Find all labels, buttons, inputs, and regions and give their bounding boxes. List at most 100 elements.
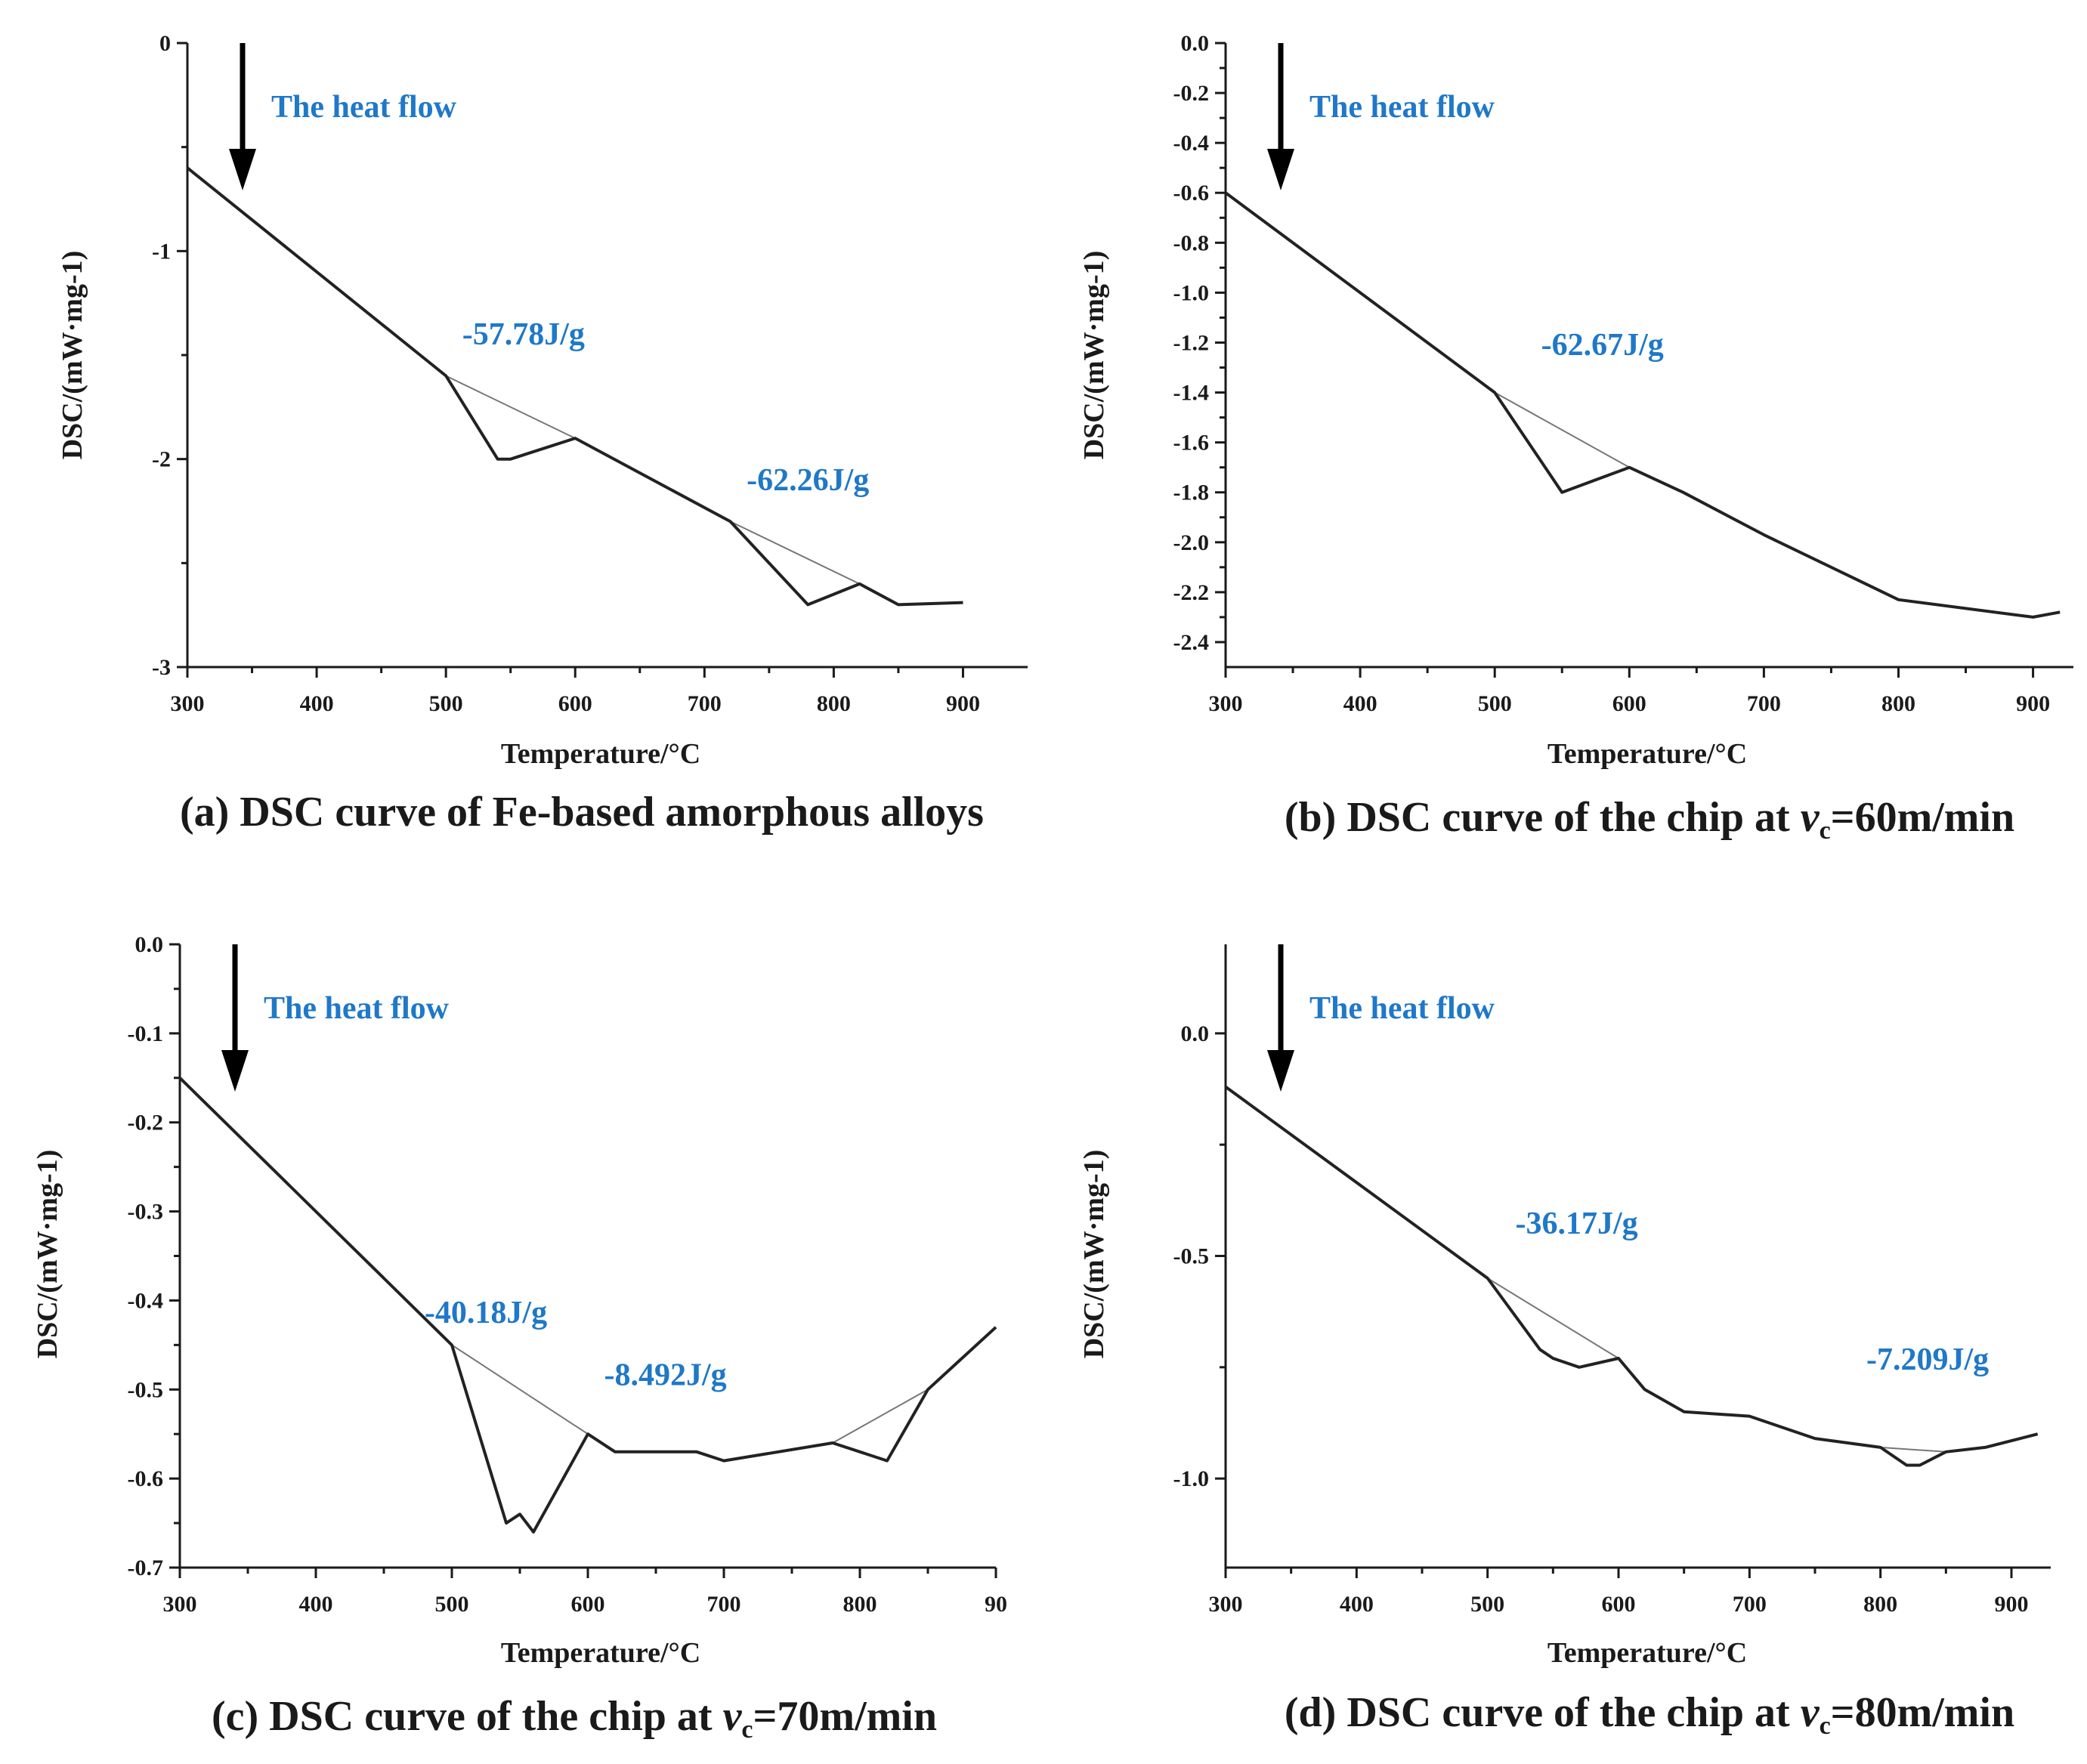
x-tick-label: 700 <box>707 1592 741 1617</box>
caption-text: (d) DSC curve of the chip at <box>1285 1689 1801 1736</box>
x-tick-label: 600 <box>571 1592 605 1617</box>
enthalpy-annotation: -36.17J/g <box>1515 1206 1637 1241</box>
arrow-head-icon <box>229 149 256 190</box>
arrow-head-icon <box>1267 1050 1294 1092</box>
dsc-curve <box>1224 191 2061 619</box>
x-tick-label: 300 <box>1209 1592 1243 1617</box>
y-tick-label: -1.0 <box>1173 1466 1210 1491</box>
y-tick-label: -1 <box>152 239 171 264</box>
caption-text: =70m/min <box>753 1693 937 1740</box>
x-tick-label: 600 <box>558 691 592 716</box>
x-tick-label: 400 <box>1343 691 1377 716</box>
y-tick-label: -0.2 <box>128 1111 164 1135</box>
panel-c: 300 400 500 600 700 800 90 0.0 -0.1 -0.2 -0.3 -0.4 -… <box>32 932 1007 1744</box>
y-tick-label: -1.4 <box>1173 381 1210 406</box>
caption-subscript: c <box>1820 817 1831 845</box>
heat-flow-label: The heat flow <box>271 90 457 125</box>
caption-text: =60m/min <box>1831 794 2014 841</box>
x-tick-label: 700 <box>1747 691 1781 716</box>
dsc-curve <box>178 1077 997 1534</box>
y-tick-label: -2.2 <box>1173 580 1210 605</box>
y-tick-label: -0.4 <box>1173 131 1210 156</box>
enthalpy-annotation: -40.18J/g <box>425 1296 547 1330</box>
y-tick-label: 0.0 <box>1181 31 1210 56</box>
enthalpy-annotation: -57.78J/g <box>462 317 585 352</box>
x-tick-label: 800 <box>1863 1592 1897 1617</box>
x-tick-label: 800 <box>1881 691 1915 716</box>
y-tick-label: -0.6 <box>128 1466 164 1491</box>
caption-text: (b) DSC curve of the chip at <box>1285 794 1801 841</box>
x-tick-label: 300 <box>163 1592 197 1617</box>
x-tick-label: 600 <box>1612 691 1646 716</box>
y-tick-label: -1.8 <box>1173 480 1210 505</box>
y-tick-label: -3 <box>152 655 171 680</box>
y-axis-label: DSC/(mW·mg-1) <box>1078 1150 1110 1359</box>
x-tick-label: 500 <box>429 691 463 716</box>
y-axis-label: DSC/(mW·mg-1) <box>32 1150 63 1359</box>
arrow-head-icon <box>1267 149 1294 190</box>
dsc-curve <box>1224 1085 2039 1467</box>
x-tick-label: 800 <box>817 691 851 716</box>
y-tick-label: -0.1 <box>128 1021 164 1046</box>
dsc-curve <box>186 166 963 607</box>
x-axis-label: Temperature/°C <box>501 1637 700 1669</box>
panel-caption: (b) DSC curve of the chip at vc=60m/min <box>1285 794 2014 845</box>
heat-flow-label: The heat flow <box>264 991 450 1026</box>
caption-text: (c) DSC curve of the chip at <box>212 1693 723 1740</box>
y-tick-label: -1.0 <box>1173 280 1210 305</box>
integration-baseline <box>1494 391 1630 468</box>
x-tick-label: 800 <box>843 1592 877 1617</box>
panel-d: 300 400 500 600 700 800 900 0.0 -0.5 -1.0 Temperat… <box>1078 944 2051 1740</box>
y-tick-label: -2.4 <box>1173 630 1210 655</box>
enthalpy-annotation: -62.67J/g <box>1541 328 1664 363</box>
caption-subscript: c <box>1820 1712 1831 1740</box>
y-tick-label: -2 <box>152 447 171 472</box>
x-axis-label: Temperature/°C <box>1547 1637 1747 1669</box>
caption-symbol: v <box>723 1693 743 1740</box>
y-tick-label: -2.0 <box>1173 530 1210 555</box>
y-tick-label: 0.0 <box>1181 1021 1210 1046</box>
enthalpy-annotation: -62.26J/g <box>747 463 869 498</box>
integration-baseline <box>1487 1277 1619 1359</box>
panel-caption: (d) DSC curve of the chip at vc=80m/min <box>1285 1689 2014 1740</box>
enthalpy-annotation: -7.209J/g <box>1866 1342 1989 1377</box>
caption-symbol: v <box>1801 794 1820 841</box>
y-tick-label: -0.7 <box>128 1555 164 1580</box>
x-tick-label: 500 <box>1478 691 1512 716</box>
y-tick-label: -0.5 <box>1173 1244 1210 1269</box>
y-axis-label: DSC/(mW·mg-1) <box>1078 251 1110 460</box>
x-tick-label: 900 <box>1995 1592 2029 1617</box>
y-tick-label: 0 <box>159 31 171 56</box>
integration-baseline <box>445 375 576 440</box>
panel-caption: (c) DSC curve of the chip at vc=70m/min <box>212 1693 937 1744</box>
x-tick-label: 500 <box>435 1592 469 1617</box>
x-tick-label: 900 <box>946 691 980 716</box>
panel-a: 300 400 500 600 700 800 900 0 -1 -2 -3 Temperature/… <box>57 31 1028 836</box>
y-tick-label: 0.0 <box>135 932 164 957</box>
y-tick-label: -0.3 <box>128 1200 164 1225</box>
arrow-head-icon <box>221 1050 249 1092</box>
enthalpy-annotation: -8.492J/g <box>604 1358 727 1392</box>
x-tick-label: 500 <box>1470 1592 1504 1617</box>
y-tick-label: -0.8 <box>1173 230 1210 255</box>
caption-text: =80m/min <box>1831 1689 2014 1736</box>
caption-symbol: v <box>1801 1689 1820 1736</box>
x-tick-label: 900 <box>2016 691 2050 716</box>
y-tick-label: -1.6 <box>1173 431 1210 456</box>
x-axis-label: Temperature/°C <box>1547 738 1747 770</box>
y-axis-label: DSC/(mW·mg-1) <box>57 251 88 460</box>
heat-flow-label: The heat flow <box>1309 991 1495 1026</box>
integration-baseline <box>1880 1446 1946 1453</box>
x-tick-label: 700 <box>1733 1592 1767 1617</box>
y-tick-label: -0.6 <box>1173 181 1210 205</box>
integration-baseline <box>451 1344 589 1435</box>
caption-subscript: c <box>741 1716 753 1744</box>
integration-baseline <box>832 1389 929 1444</box>
y-tick-label: -1.2 <box>1173 330 1210 355</box>
x-tick-label: 700 <box>688 691 722 716</box>
panel-caption: (a) DSC curve of Fe-based amorphous allo… <box>180 789 984 836</box>
y-tick-label: -0.4 <box>128 1288 164 1313</box>
x-tick-label: 90 <box>985 1592 1007 1617</box>
y-tick-label: -0.5 <box>128 1377 164 1402</box>
